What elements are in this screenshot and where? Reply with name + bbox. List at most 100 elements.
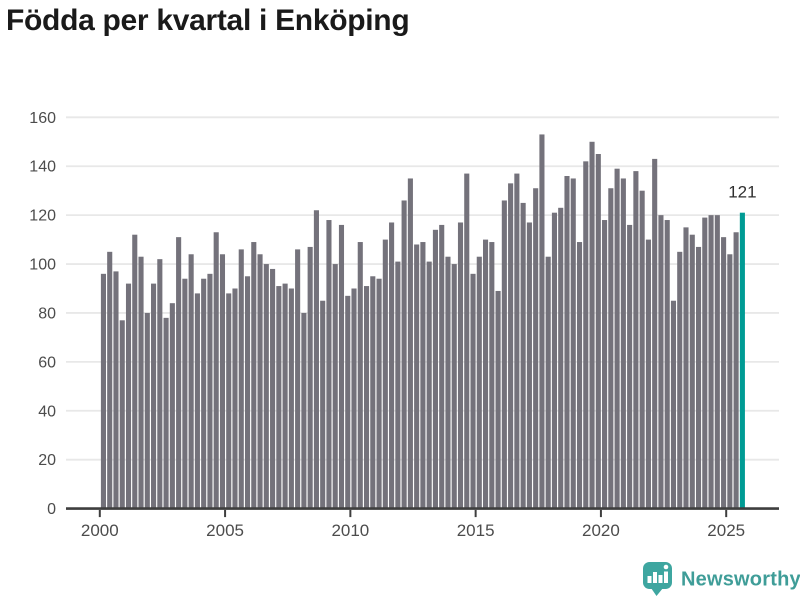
bar-2024-q2 <box>708 215 714 509</box>
bar-2012-q2 <box>407 178 413 509</box>
bar-2017-q2 <box>533 188 539 509</box>
bar-2009-q3 <box>338 224 345 509</box>
bar-2020-q4 <box>620 178 626 509</box>
bar-2014-q4 <box>470 273 476 509</box>
bar-2021-q4 <box>645 239 651 509</box>
bar-2024-q3 <box>714 215 720 509</box>
y-axis-label-20: 20 <box>38 452 56 469</box>
bar-2004-q1 <box>201 278 207 509</box>
bar-2006-q4 <box>270 268 276 509</box>
bar-2007-q2 <box>282 283 288 509</box>
bar-2000-q3 <box>113 271 119 509</box>
bar-2002-q4 <box>169 303 175 509</box>
bar-2003-q1 <box>176 237 182 509</box>
bar-2014-q2 <box>457 222 464 509</box>
bar-2015-q4 <box>495 290 501 509</box>
x-axis-label-2015: 2015 <box>457 521 495 540</box>
bar-2003-q4 <box>194 293 200 509</box>
bar-2018-q3 <box>564 176 570 509</box>
bar-2001-q2 <box>132 234 138 509</box>
bar-2022-q1 <box>652 158 658 509</box>
bar-2006-q1 <box>251 242 257 509</box>
bar-2008-q4 <box>320 300 326 509</box>
y-axis-label-60: 60 <box>38 354 56 371</box>
bar-2014-q1 <box>451 264 457 509</box>
bar-2012-q3 <box>414 244 420 509</box>
bar-2025-q1 <box>727 254 733 509</box>
quarterly-births-bar-chart: 0 20 40 60 80 100 120 140 160 2000 2005 2010 2015 202… <box>29 110 779 540</box>
bar-2001-q1 <box>125 283 132 509</box>
bar-2020-q2 <box>608 188 614 509</box>
bar-2009-q1 <box>326 220 332 509</box>
bar-2001-q4 <box>144 312 150 509</box>
bar-2016-q2 <box>508 183 514 509</box>
y-axis-label-0: 0 <box>47 501 56 518</box>
axes <box>66 507 779 518</box>
bar-2020-q1 <box>602 220 608 509</box>
bar-2019-q3 <box>589 141 595 509</box>
newsworthy-logo-icon <box>643 562 672 596</box>
bar-2007-q3 <box>288 288 294 509</box>
bar-2018-q1 <box>551 212 558 509</box>
bar-2014-q3 <box>464 173 470 509</box>
annotations: 121 <box>728 183 756 202</box>
x-axis-label-2005: 2005 <box>206 521 244 540</box>
bar-2011-q2 <box>382 239 388 509</box>
bar-2018-q4 <box>570 178 576 509</box>
bar-2017-q1 <box>526 222 532 509</box>
bar-2013-q1 <box>426 261 432 509</box>
bar-2010-q1 <box>351 288 357 509</box>
bar-2007-q4 <box>295 249 301 509</box>
bar-2018-q2 <box>558 207 564 509</box>
bar-2000-q2 <box>107 251 113 509</box>
page-title: Födda per kvartal i Enköping <box>6 4 410 37</box>
bar-2012-q4 <box>420 242 426 509</box>
x-axis-label-2000: 2000 <box>81 521 119 540</box>
newsworthy-logo-text: Newsworthy <box>681 569 800 591</box>
bar-2023-q3 <box>689 234 695 509</box>
x-axis-label-2020: 2020 <box>582 521 620 540</box>
bar-2017-q3 <box>539 134 545 509</box>
bar-2008-q2 <box>307 246 313 509</box>
bar-2008-q1 <box>301 312 307 509</box>
bar-2013-q4 <box>445 256 451 509</box>
y-axis-label-140: 140 <box>29 159 56 176</box>
bar-2004-q3 <box>213 232 219 509</box>
x-axis-label-2025: 2025 <box>707 521 745 540</box>
bar-2025-q3-highlighted <box>739 212 745 509</box>
bar-2016-q3 <box>514 173 520 509</box>
bar-2003-q2 <box>182 278 188 509</box>
bar-2001-q3 <box>138 256 144 509</box>
bars <box>100 134 745 509</box>
bar-2021-q1 <box>627 224 633 509</box>
bar-2016-q4 <box>520 202 526 509</box>
bar-2020-q3 <box>614 168 620 509</box>
bar-2004-q2 <box>207 273 213 509</box>
bar-2015-q2 <box>483 239 489 509</box>
y-axis-label-100: 100 <box>29 257 56 274</box>
bar-2009-q2 <box>332 264 338 509</box>
bar-2000-q1 <box>100 273 106 509</box>
bar-2019-q2 <box>583 161 589 509</box>
bar-2021-q3 <box>639 190 645 509</box>
bar-2011-q4 <box>395 261 401 509</box>
highlight-value-label: 121 <box>728 183 756 202</box>
bar-2006-q3 <box>263 264 269 509</box>
bar-2006-q2 <box>257 254 263 509</box>
bar-2017-q4 <box>545 256 551 509</box>
bar-2022-q3 <box>664 220 670 509</box>
bar-2010-q4 <box>370 276 376 509</box>
newsworthy-brand-footer: Newsworthy <box>643 562 800 596</box>
x-axis-label-2010: 2010 <box>331 521 369 540</box>
bar-2004-q4 <box>219 254 226 509</box>
bar-2022-q2 <box>658 215 664 509</box>
bar-2023-q1 <box>677 251 683 509</box>
bar-2005-q3 <box>238 249 244 509</box>
y-axis-label-80: 80 <box>38 305 56 322</box>
y-axis-label-40: 40 <box>38 403 56 420</box>
bar-2008-q3 <box>313 210 319 509</box>
bar-2003-q3 <box>188 254 194 509</box>
bar-2002-q2 <box>157 259 163 509</box>
bar-2023-q2 <box>683 227 689 509</box>
